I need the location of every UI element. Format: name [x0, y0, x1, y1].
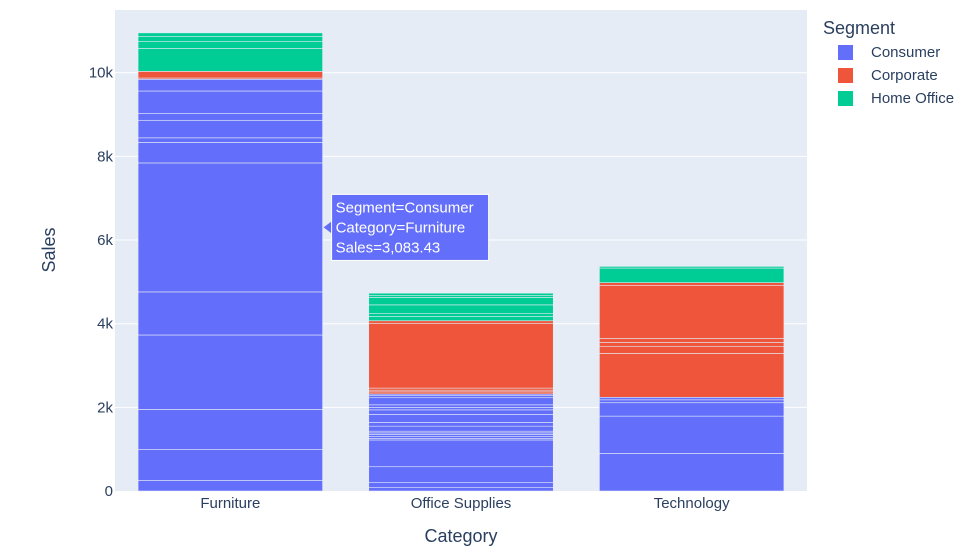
bar-segment-corporate[interactable]: [599, 282, 785, 286]
tooltip-line: Segment=Consumer: [336, 199, 474, 216]
x-axis-title: Category: [424, 526, 497, 546]
bar-segment-consumer[interactable]: [599, 399, 785, 404]
x-tick-label: Furniture: [200, 495, 260, 512]
tooltip-box: [331, 193, 490, 261]
legend-item-label[interactable]: Consumer: [871, 44, 940, 61]
x-tick-label: Office Supplies: [411, 495, 512, 512]
bar-segment-corporate[interactable]: [599, 346, 785, 354]
bar-segment-consumer[interactable]: [137, 291, 323, 336]
bar-segment-consumer[interactable]: [137, 113, 323, 121]
bar-segment-consumer[interactable]: [368, 434, 554, 437]
bar-segment-corporate[interactable]: [368, 322, 554, 389]
legend-swatch[interactable]: [838, 91, 853, 106]
bar-segment-consumer[interactable]: [137, 162, 323, 293]
bar-segment-home-office[interactable]: [137, 36, 323, 42]
bar-segment-home-office[interactable]: [137, 41, 323, 49]
legend-item-label[interactable]: Home Office: [871, 90, 954, 107]
bar-segment-consumer[interactable]: [368, 482, 554, 488]
x-tick-label: Technology: [654, 495, 730, 512]
bar-segment-home-office[interactable]: [368, 297, 554, 306]
tooltip-pointer: [323, 221, 332, 234]
bar-segment-consumer[interactable]: [137, 78, 323, 92]
bar-segment-consumer[interactable]: [368, 397, 554, 406]
bar-segment-corporate[interactable]: [368, 320, 554, 324]
bar-segment-consumer[interactable]: [137, 142, 323, 164]
y-axis-title: Sales: [39, 227, 59, 272]
bar-segment-consumer[interactable]: [368, 466, 554, 483]
y-tick-label: 0: [105, 483, 113, 500]
bar-segment-corporate[interactable]: [137, 71, 323, 79]
y-tick-label: 6k: [97, 232, 113, 249]
bar-segment-consumer[interactable]: [137, 480, 323, 492]
bar-segment-consumer[interactable]: [599, 453, 785, 492]
bar-segment-consumer[interactable]: [137, 90, 323, 114]
legend-item-label[interactable]: Corporate: [871, 67, 938, 84]
bar-segment-corporate[interactable]: [599, 285, 785, 339]
bar-segment-consumer[interactable]: [137, 334, 323, 410]
bar-segment-consumer[interactable]: [599, 415, 785, 454]
bar-segment-corporate[interactable]: [599, 342, 785, 348]
tooltip-line: Sales=3,083.43: [336, 239, 441, 256]
hover-tooltip: Segment=Consumer Category=Furniture Sales=…: [323, 193, 490, 261]
bar-segment-home-office[interactable]: [599, 266, 785, 269]
legend-title: Segment: [823, 18, 895, 38]
y-tick-label: 2k: [97, 399, 113, 416]
x-axis-ticks: Furniture Office Supplies Technology: [200, 495, 730, 512]
legend: Segment Consumer Corporate Home Office: [823, 18, 954, 107]
tooltip-line: Category=Furniture: [336, 219, 466, 236]
bars[interactable]: [137, 32, 785, 492]
bar-segment-home-office[interactable]: [599, 267, 785, 284]
bar-segment-consumer[interactable]: [368, 404, 554, 408]
bar-segment-consumer[interactable]: [137, 119, 323, 139]
bar-segment-consumer[interactable]: [137, 409, 323, 450]
bar-segment-home-office[interactable]: [137, 32, 323, 37]
bar-segment-consumer[interactable]: [368, 414, 554, 423]
legend-swatch[interactable]: [838, 45, 853, 60]
bar-segment-consumer[interactable]: [368, 407, 554, 411]
bar-segment-corporate[interactable]: [368, 391, 554, 395]
bar-segment-consumer[interactable]: [137, 449, 323, 481]
legend-swatch[interactable]: [838, 68, 853, 83]
bar-segment-consumer[interactable]: [599, 397, 785, 401]
bar-segment-consumer[interactable]: [368, 487, 554, 492]
bar-segment-home-office[interactable]: [368, 304, 554, 314]
bar-segment-consumer[interactable]: [368, 425, 554, 432]
bar-segment-home-office[interactable]: [137, 48, 323, 72]
bar-segment-consumer[interactable]: [368, 395, 554, 399]
bar-segment-consumer[interactable]: [368, 439, 554, 468]
y-tick-label: 4k: [97, 316, 113, 333]
y-tick-label: 8k: [97, 148, 113, 165]
bar-segment-corporate[interactable]: [368, 387, 554, 391]
bar-segment-consumer[interactable]: [368, 422, 554, 427]
bar-segment-home-office[interactable]: [368, 316, 554, 322]
bar-segment-consumer[interactable]: [599, 402, 785, 417]
bar-segment-consumer[interactable]: [137, 137, 323, 143]
bar-segment-corporate[interactable]: [599, 338, 785, 343]
bar-segment-corporate[interactable]: [599, 353, 785, 398]
bar-segment-consumer[interactable]: [368, 409, 554, 415]
y-axis-ticks: 0 2k 4k 6k 8k 10k: [89, 65, 114, 500]
bar-segment-home-office[interactable]: [368, 292, 554, 296]
y-tick-label: 10k: [89, 65, 114, 82]
bar-segment-home-office[interactable]: [368, 313, 554, 317]
